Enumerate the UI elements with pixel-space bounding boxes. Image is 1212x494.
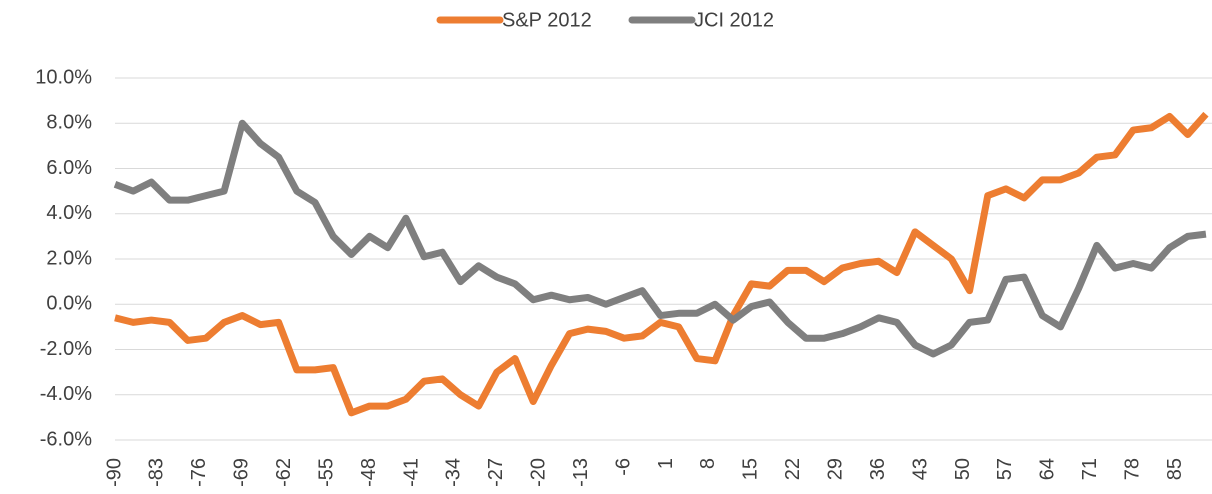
- y-tick-label: 10.0%: [35, 66, 92, 88]
- series-line: [114, 111, 1209, 417]
- x-tick-label: -90: [103, 458, 125, 487]
- y-tick-label: 8.0%: [46, 112, 92, 134]
- x-tick-label: -27: [485, 458, 507, 487]
- y-tick-label: 2.0%: [46, 247, 92, 269]
- x-tick-label: 85: [1164, 458, 1186, 480]
- series-line: [113, 119, 1207, 358]
- x-tick-label: 8: [697, 458, 719, 469]
- y-tick-label: -2.0%: [40, 338, 92, 360]
- y-tick-label: 4.0%: [46, 202, 92, 224]
- x-tick-label: 1: [655, 458, 677, 469]
- x-tick-label: -69: [231, 458, 253, 487]
- x-tick-label: 43: [909, 458, 931, 480]
- x-tick-label: -34: [443, 458, 465, 487]
- y-tick-label: -4.0%: [40, 383, 92, 405]
- x-tick-label: -13: [570, 458, 592, 487]
- x-tick-label: -48: [358, 458, 380, 487]
- x-tick-label: 57: [994, 458, 1016, 480]
- x-tick-label: 29: [825, 458, 847, 480]
- y-tick-label: 0.0%: [46, 293, 92, 315]
- x-tick-label: -6: [612, 458, 634, 476]
- x-tick-label: 22: [782, 458, 804, 480]
- x-tick-label: -62: [273, 458, 295, 487]
- x-tick-label: -83: [146, 458, 168, 487]
- x-tick-label: -76: [188, 458, 210, 487]
- x-tick-label: 36: [867, 458, 889, 480]
- x-tick-label: -41: [400, 458, 422, 487]
- x-tick-label: -55: [315, 458, 337, 487]
- x-tick-label: 78: [1121, 458, 1143, 480]
- x-tick-label: 64: [1037, 458, 1059, 480]
- legend-label: S&P 2012: [502, 9, 592, 31]
- y-tick-label: -6.0%: [40, 428, 92, 450]
- x-tick-label: -20: [528, 458, 550, 487]
- x-tick-label: 50: [952, 458, 974, 480]
- legend-label: JCI 2012: [694, 9, 774, 31]
- x-tick-label: 71: [1079, 458, 1101, 480]
- y-tick-label: 6.0%: [46, 157, 92, 179]
- x-tick-label: 15: [740, 458, 762, 480]
